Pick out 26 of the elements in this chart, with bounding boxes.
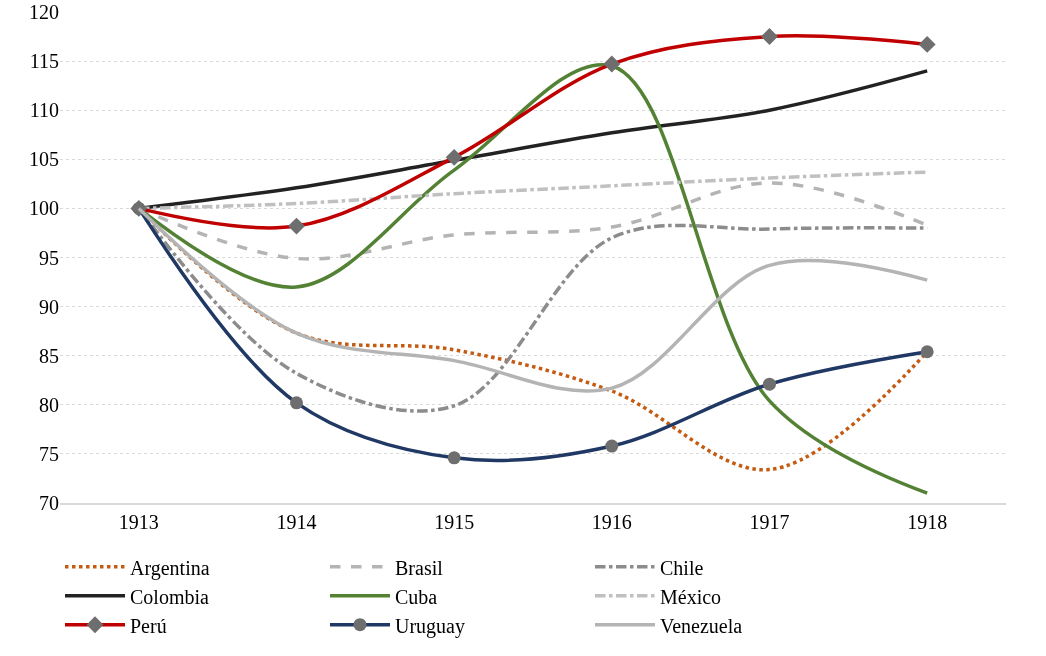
y-tick-label: 105 (29, 148, 59, 171)
legend-label: México (660, 585, 722, 608)
legend-label: Brasil (395, 556, 444, 579)
legend-label: Argentina (130, 556, 210, 580)
legend-label: Uruguay (395, 614, 465, 638)
legend-label: Cuba (395, 585, 438, 608)
x-tick-label: 1916 (591, 510, 632, 533)
y-tick-label: 100 (29, 197, 59, 220)
y-tick-label: 75 (39, 442, 59, 465)
y-tick-label: 85 (39, 344, 59, 367)
x-tick-label: 1918 (907, 510, 948, 533)
legend-label: Venezuela (660, 614, 743, 637)
y-tick-label: 110 (29, 99, 59, 122)
x-tick-label: 1915 (434, 510, 475, 533)
x-tick-label: 1913 (118, 510, 159, 533)
y-tick-label: 80 (39, 393, 59, 416)
y-tick-label: 90 (39, 295, 59, 318)
x-tick-label: 1914 (276, 510, 317, 533)
legend-label: Perú (130, 614, 167, 637)
y-tick-label: 115 (29, 50, 59, 73)
y-tick-label: 95 (39, 246, 59, 269)
legend-label: Colombia (130, 585, 210, 608)
legend-label: Chile (660, 556, 704, 579)
y-tick-label: 70 (39, 492, 59, 514)
x-tick-label: 1917 (749, 510, 790, 533)
y-tick-label: 120 (29, 1, 59, 23)
